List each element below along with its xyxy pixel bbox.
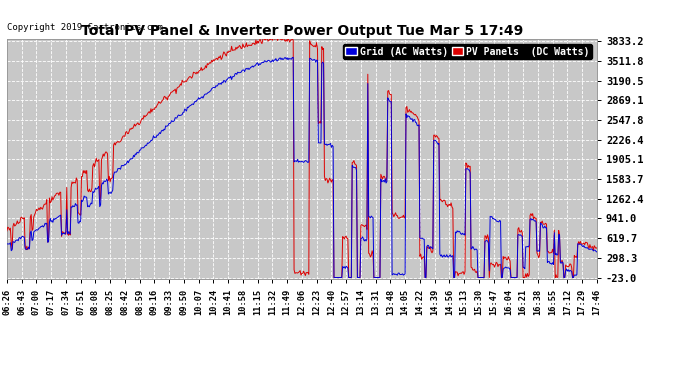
Title: Total PV Panel & Inverter Power Output Tue Mar 5 17:49: Total PV Panel & Inverter Power Output T… — [81, 24, 523, 38]
Legend: Grid (AC Watts), PV Panels  (DC Watts): Grid (AC Watts), PV Panels (DC Watts) — [342, 44, 592, 59]
Text: Copyright 2019 Cartronics.com: Copyright 2019 Cartronics.com — [7, 22, 163, 32]
